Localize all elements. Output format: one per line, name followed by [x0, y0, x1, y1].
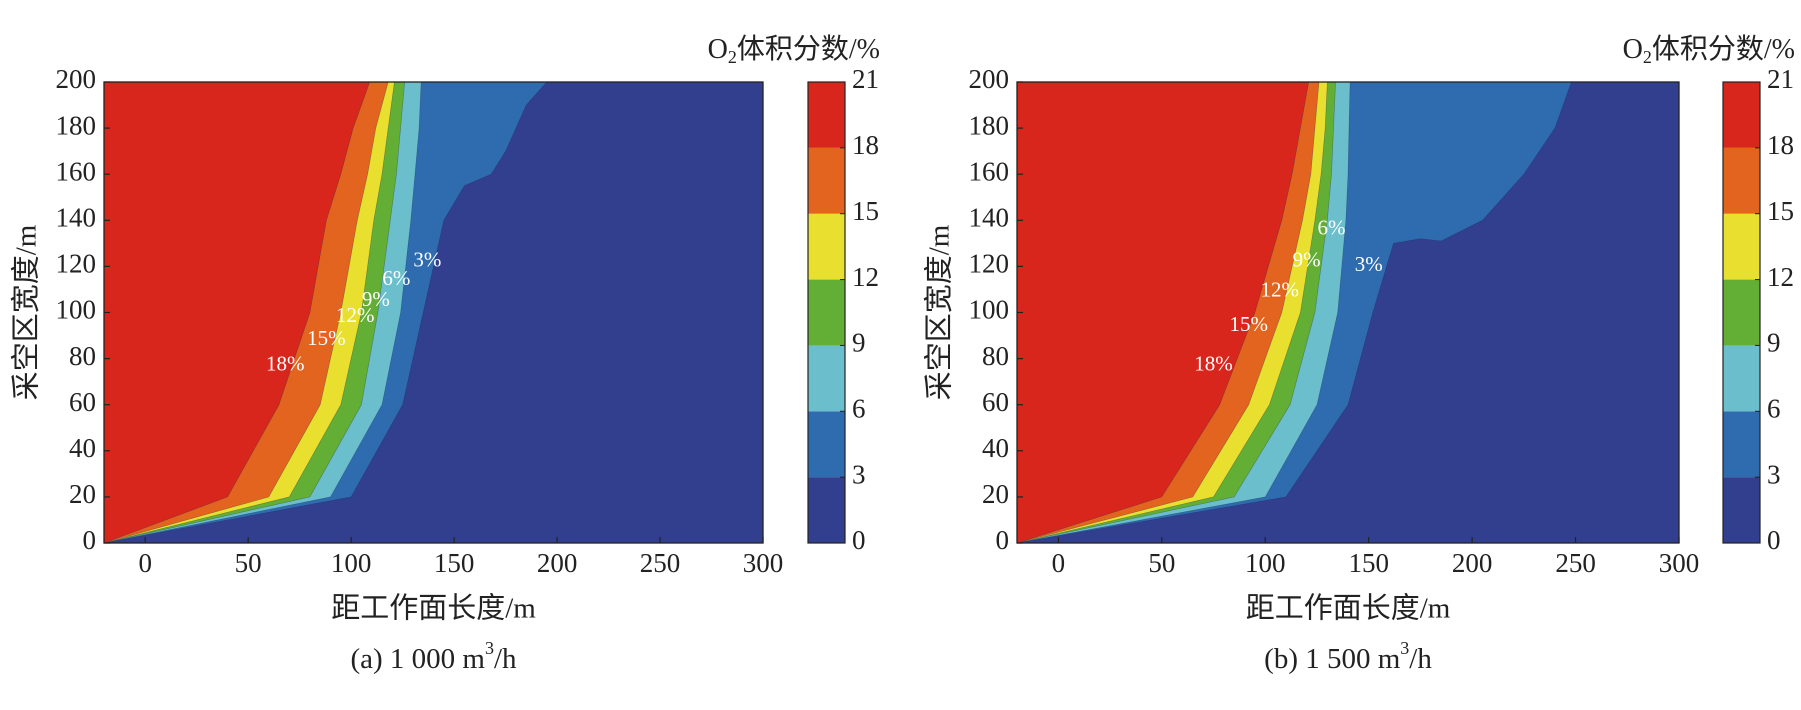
contour-label-9: 9% — [1293, 248, 1321, 272]
colorbar-band-12-15 — [808, 213, 845, 280]
plot-area: 3%6%9%12%15%18% — [104, 82, 763, 543]
colorbar-tick-label: 15 — [1767, 196, 1794, 226]
y-tick-label: 160 — [969, 156, 1010, 186]
colorbar-frame — [1722, 81, 1761, 544]
y-tick-label: 120 — [969, 249, 1010, 279]
contour-label-6: 6% — [382, 266, 410, 290]
colorbar-tick-label: 0 — [1767, 525, 1781, 555]
colorbar-title: O2体积分数/% — [1623, 33, 1795, 67]
colorbar-tick-label: 21 — [1767, 64, 1794, 94]
x-axis-label: 距工作面长度/m — [331, 592, 536, 625]
y-tick-label: 140 — [969, 203, 1010, 233]
y-tick-label: 100 — [969, 295, 1010, 325]
x-tick-label: 100 — [331, 548, 372, 578]
y-tick-label: 200 — [969, 64, 1010, 94]
colorbar-tick-label: 18 — [852, 130, 879, 160]
contour-label-15: 15% — [1229, 312, 1268, 336]
colorbar-tick-label: 3 — [852, 459, 866, 489]
y-axis-label: 采空区宽度/m — [10, 224, 43, 400]
colorbar-tick-label: 3 — [1767, 459, 1781, 489]
y-tick-label: 100 — [56, 295, 97, 325]
y-tick-label: 0 — [83, 525, 97, 555]
colorbar-band-0-3 — [808, 477, 845, 543]
y-tick-label: 20 — [982, 479, 1009, 509]
y-tick-label: 60 — [982, 387, 1009, 417]
x-tick-label: 200 — [537, 548, 578, 578]
panel-caption: (a) 1 000 m3/h — [350, 638, 517, 675]
panel-caption: (b) 1 500 m3/h — [1264, 638, 1432, 675]
colorbar-tick-label: 21 — [852, 64, 879, 94]
colorbar-band-15-18 — [1723, 147, 1760, 214]
colorbar-band-15-18 — [808, 147, 845, 214]
colorbar-band-3-6 — [1723, 411, 1760, 478]
y-tick-label: 20 — [69, 479, 96, 509]
plot-area: 3% 6% 9% 12% 15% 18% — [1017, 82, 1679, 543]
band-18-21 — [1017, 82, 1309, 543]
x-axis-label: 距工作面长度/m — [1246, 592, 1451, 625]
colorbar-tick-label: 18 — [1767, 130, 1794, 160]
y-axis-label: 采空区宽度/m — [923, 224, 956, 400]
colorbar-tick-label: 6 — [1767, 393, 1781, 423]
panel-a: 3%6%9%12%15%18%0204060801001201401601802… — [10, 33, 880, 674]
colorbar-frame — [807, 81, 846, 544]
colorbar-band-9-12 — [808, 279, 845, 346]
colorbar-band-0-3 — [1723, 477, 1760, 543]
y-tick-label: 200 — [56, 64, 97, 94]
colorbar-band-18-21 — [1723, 82, 1760, 148]
y-tick-label: 180 — [969, 110, 1010, 140]
x-tick-label: 0 — [138, 548, 152, 578]
x-tick-label: 200 — [1452, 548, 1493, 578]
y-tick-label: 80 — [982, 341, 1009, 371]
x-tick-label: 150 — [1348, 548, 1389, 578]
colorbar-band-3-6 — [808, 411, 845, 478]
x-tick-label: 250 — [640, 548, 681, 578]
colorbar-band-6-9 — [808, 345, 845, 412]
x-tick-label: 50 — [1148, 548, 1175, 578]
x-tick-label: 100 — [1245, 548, 1286, 578]
contour-label-18: 18% — [1194, 351, 1233, 375]
contour-label-9: 9% — [362, 287, 390, 311]
contour-label-18: 18% — [266, 351, 305, 375]
colorbar-tick-label: 6 — [852, 393, 866, 423]
contour-label-6: 6% — [1317, 215, 1345, 239]
colorbar-tick-label: 9 — [852, 328, 866, 358]
y-tick-label: 80 — [69, 341, 96, 371]
y-tick-label: 120 — [56, 249, 97, 279]
colorbar-title: O2体积分数/% — [708, 33, 880, 67]
y-tick-label: 0 — [996, 525, 1010, 555]
contour-label-3: 3% — [413, 248, 441, 272]
x-tick-label: 250 — [1555, 548, 1596, 578]
colorbar-band-12-15 — [1723, 213, 1760, 280]
y-tick-label: 40 — [982, 433, 1009, 463]
colorbar-band-6-9 — [1723, 345, 1760, 412]
y-tick-label: 140 — [56, 203, 97, 233]
contour-label-12: 12% — [1260, 278, 1299, 302]
y-tick-label: 40 — [69, 433, 96, 463]
x-tick-label: 150 — [434, 548, 475, 578]
colorbar-band-9-12 — [1723, 279, 1760, 346]
band-18-21 — [104, 82, 370, 543]
contour-label-15: 15% — [307, 326, 346, 350]
y-tick-label: 160 — [56, 156, 97, 186]
y-tick-label: 180 — [56, 110, 97, 140]
colorbar-tick-label: 12 — [1767, 262, 1794, 292]
x-tick-label: 300 — [1659, 548, 1700, 578]
panel-b: 3%6%9%12%15%18%0204060801001201401601802… — [923, 33, 1795, 674]
colorbar-tick-label: 15 — [852, 196, 879, 226]
colorbar-tick-label: 9 — [1767, 328, 1781, 358]
contour-label-12: 12% — [336, 303, 375, 327]
x-tick-label: 0 — [1052, 548, 1066, 578]
y-tick-label: 60 — [69, 387, 96, 417]
colorbar-tick-label: 0 — [852, 525, 866, 555]
colorbar-tick-label: 12 — [852, 262, 879, 292]
colorbar-band-18-21 — [808, 82, 845, 148]
x-tick-label: 300 — [743, 548, 784, 578]
contour-label-3: 3% — [1355, 252, 1383, 276]
x-tick-label: 50 — [235, 548, 262, 578]
